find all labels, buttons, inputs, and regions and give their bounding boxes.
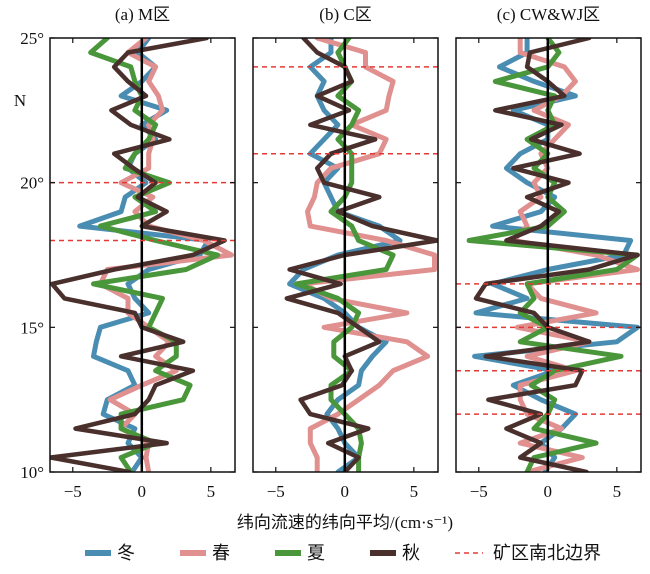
series-autumn (50, 38, 227, 472)
legend-label: 春 (212, 543, 230, 563)
series-autumn (473, 38, 640, 472)
y-tick-label: 10° (20, 463, 44, 482)
legend-item-spring: 春 (180, 543, 230, 563)
series-winter (77, 38, 211, 472)
series-spring (97, 38, 234, 472)
x-tick-label: −5 (64, 482, 82, 501)
series-summer (466, 38, 640, 472)
series-spring (300, 38, 437, 472)
x-tick-label: 5 (613, 482, 622, 501)
legend-item-summer: 夏 (275, 543, 325, 563)
legend-item-winter: 冬 (85, 543, 135, 563)
panel-c: (c) CW&WJ区 −5 0 5 (455, 5, 642, 501)
panels: (a) M区−5 0 510°15°20°25°(b) C区−5 0 5(c) CW&W… (20, 5, 642, 501)
panel-frame (252, 37, 439, 473)
x-axis-label: 纬向流速的纬向平均/(cm·s⁻¹) (237, 513, 453, 532)
x-tick-label: 5 (410, 482, 419, 501)
panel-a: (a) M区 −5 0 5 10° 15° 20° 25° (20, 5, 236, 501)
y-tick-label: 25° (20, 29, 44, 48)
panel-frame (455, 37, 642, 473)
legend-item-autumn: 秋 (370, 543, 420, 563)
legend-label: 夏 (307, 543, 325, 563)
panel-frame (49, 37, 236, 473)
legend-item-boundary: 矿区南北边界 (455, 543, 601, 563)
series-summer (88, 38, 221, 472)
x-tick-label: −5 (470, 482, 488, 501)
x-tick-label: 0 (341, 482, 350, 501)
x-tick-label: −5 (267, 482, 285, 501)
panel-title: (b) C区 (319, 5, 371, 24)
panel-b: (b) C区 −5 0 5 (252, 5, 439, 501)
x-tick-label: 5 (207, 482, 216, 501)
x-tick-label: 0 (544, 482, 553, 501)
y-tick-label: 20° (20, 174, 44, 193)
panel-title: (c) CW&WJ区 (497, 5, 600, 24)
y-unit-label: N (14, 91, 26, 110)
y-tick-label: 15° (20, 318, 44, 337)
series-spring (510, 38, 640, 472)
legend-label: 矿区南北边界 (493, 543, 601, 563)
series-autumn (284, 38, 438, 472)
legend-label: 冬 (117, 543, 135, 563)
panel-title: (a) M区 (115, 5, 170, 24)
legend: 冬 春 夏 秋 矿区南北边界 (85, 543, 601, 563)
x-tick-label: 0 (138, 482, 147, 501)
legend-label: 秋 (402, 543, 420, 563)
series-summer (294, 38, 396, 472)
